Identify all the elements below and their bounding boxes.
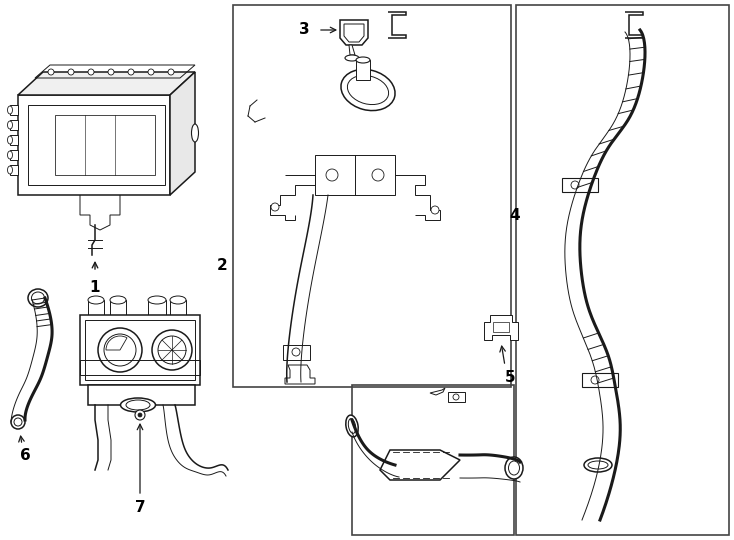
Bar <box>233 5 511 387</box>
Bar <box>352 385 514 535</box>
Text: 2: 2 <box>217 258 228 273</box>
Polygon shape <box>484 315 518 340</box>
Polygon shape <box>80 315 200 385</box>
Polygon shape <box>88 300 104 315</box>
Polygon shape <box>18 72 195 95</box>
Polygon shape <box>340 20 368 45</box>
Circle shape <box>271 203 279 211</box>
Circle shape <box>48 69 54 75</box>
Ellipse shape <box>356 57 370 63</box>
Ellipse shape <box>148 296 166 304</box>
Text: 7: 7 <box>134 500 145 515</box>
Circle shape <box>98 328 142 372</box>
Polygon shape <box>315 155 395 195</box>
Ellipse shape <box>7 151 12 159</box>
Ellipse shape <box>341 70 395 111</box>
Polygon shape <box>430 388 445 395</box>
Text: 5: 5 <box>505 370 515 385</box>
Polygon shape <box>349 45 355 55</box>
Polygon shape <box>148 300 166 315</box>
Circle shape <box>108 69 114 75</box>
Text: 1: 1 <box>90 280 101 295</box>
Polygon shape <box>380 450 460 480</box>
Text: 3: 3 <box>299 23 310 37</box>
Ellipse shape <box>192 124 198 142</box>
Ellipse shape <box>110 296 126 304</box>
Circle shape <box>128 69 134 75</box>
Polygon shape <box>88 385 195 405</box>
Ellipse shape <box>346 415 358 437</box>
Ellipse shape <box>170 296 186 304</box>
Circle shape <box>372 169 384 181</box>
Ellipse shape <box>505 457 523 479</box>
Bar <box>582 373 618 387</box>
Circle shape <box>292 348 300 356</box>
Circle shape <box>431 206 439 214</box>
Text: 4: 4 <box>509 207 520 222</box>
Circle shape <box>138 413 142 417</box>
Circle shape <box>571 181 579 189</box>
Polygon shape <box>170 300 186 315</box>
Ellipse shape <box>7 121 12 129</box>
Ellipse shape <box>7 166 12 174</box>
Polygon shape <box>10 135 18 145</box>
Ellipse shape <box>7 106 12 114</box>
Circle shape <box>135 410 145 420</box>
Polygon shape <box>10 120 18 130</box>
Ellipse shape <box>88 296 104 304</box>
Polygon shape <box>18 95 170 195</box>
Polygon shape <box>283 345 310 360</box>
Circle shape <box>591 376 599 384</box>
Polygon shape <box>10 150 18 160</box>
Polygon shape <box>285 365 315 384</box>
Ellipse shape <box>584 458 612 472</box>
Polygon shape <box>10 165 18 175</box>
Ellipse shape <box>120 398 156 412</box>
Polygon shape <box>356 60 370 80</box>
Circle shape <box>453 394 459 400</box>
Circle shape <box>326 169 338 181</box>
Circle shape <box>148 69 154 75</box>
Circle shape <box>152 330 192 370</box>
Circle shape <box>168 69 174 75</box>
Bar <box>562 178 598 192</box>
Polygon shape <box>10 105 18 115</box>
Bar <box>516 5 729 535</box>
Ellipse shape <box>28 289 48 307</box>
Polygon shape <box>448 392 465 402</box>
Ellipse shape <box>345 55 359 61</box>
Text: 6: 6 <box>20 448 30 463</box>
Ellipse shape <box>7 136 12 144</box>
Circle shape <box>11 415 25 429</box>
Polygon shape <box>170 72 195 195</box>
Circle shape <box>88 69 94 75</box>
Polygon shape <box>110 300 126 315</box>
Circle shape <box>68 69 74 75</box>
